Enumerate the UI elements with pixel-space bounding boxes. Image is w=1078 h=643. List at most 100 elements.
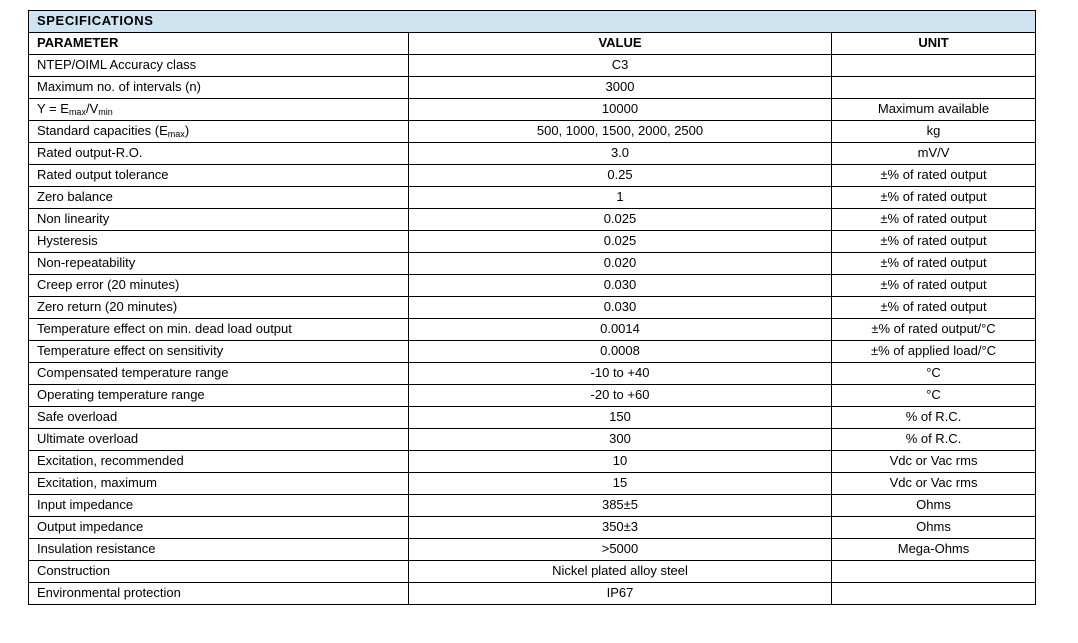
specifications-table: SPECIFICATIONS PARAMETER VALUE UNIT NTEP… [27,10,1037,605]
unit-cell: ±% of rated output [830,274,1037,297]
parameter-cell: Non-repeatability [28,252,409,275]
unit-cell: Vdc or Vac rms [830,472,1037,495]
value-cell: 3.0 [408,142,832,165]
unit-cell: ±% of rated output [830,164,1037,187]
value-cell: 150 [408,406,832,429]
value-cell: 1 [408,186,832,209]
unit-cell: ±% of rated output [830,208,1037,231]
table-row: Standard capacities (Emax) 500, 1000, 150… [28,120,1037,143]
unit-cell: ±% of rated output [830,252,1037,275]
unit-cell: ±% of applied load/°C [830,340,1037,363]
table-head: SPECIFICATIONS PARAMETER VALUE UNIT [27,10,1037,55]
value-cell: 3000 [408,76,832,99]
table-row: NTEP/OIML Accuracy class C3 [28,54,1037,77]
parameter-cell: Zero return (20 minutes) [28,296,409,319]
parameter-cell: Excitation, maximum [28,472,409,495]
value-cell: 15 [408,472,832,495]
table-row: Environmental protection IP67 [28,582,1037,605]
value-cell: 0.0008 [408,340,832,363]
table-title: SPECIFICATIONS [27,10,1037,33]
unit-cell: Mega-Ohms [830,538,1037,561]
parameter-cell: Y = Emax/Vmin [28,98,409,121]
value-cell: 0.030 [408,296,832,319]
parameter-cell: Ultimate overload [28,428,409,451]
unit-cell [830,582,1037,605]
table-row: Maximum no. of intervals (n) 3000 [28,76,1037,99]
table-row: Construction Nickel plated alloy steel [28,560,1037,583]
table-row: Insulation resistance >5000 Mega-Ohms [28,538,1037,561]
column-header-value: VALUE [408,32,832,55]
value-cell: 0.25 [408,164,832,187]
parameter-cell: Excitation, recommended [28,450,409,473]
value-cell: 385±5 [408,494,832,517]
table-row: Excitation, maximum 15 Vdc or Vac rms [28,472,1037,495]
value-cell: 0.030 [408,274,832,297]
unit-cell: Maximum available [830,98,1037,121]
value-cell: 500, 1000, 1500, 2000, 2500 [408,120,832,143]
value-cell: 0.025 [408,230,832,253]
table-row: Excitation, recommended 10 Vdc or Vac rms [28,450,1037,473]
parameter-cell: Rated output-R.O. [28,142,409,165]
parameter-cell: Output impedance [28,516,409,539]
table-row: Output impedance 350±3 Ohms [28,516,1037,539]
unit-cell [830,76,1037,99]
value-cell: Nickel plated alloy steel [408,560,832,583]
unit-cell: Vdc or Vac rms [830,450,1037,473]
parameter-cell: Compensated temperature range [28,362,409,385]
table-row: Non linearity 0.025 ±% of rated output [28,208,1037,231]
table-row: Zero return (20 minutes) 0.030 ±% of rated… [28,296,1037,319]
unit-cell [830,54,1037,77]
unit-cell: Ohms [830,516,1037,539]
unit-cell: °C [830,384,1037,407]
value-cell: 350±3 [408,516,832,539]
parameter-cell: NTEP/OIML Accuracy class [28,54,409,77]
value-cell: 300 [408,428,832,451]
table-row: Ultimate overload 300% of R.C. [28,428,1037,451]
parameter-cell: Insulation resistance [28,538,409,561]
table-row: Creep error (20 minutes) 0.030 ±% of rated… [28,274,1037,297]
table-row: Rated output tolerance 0.25 ±% of rated ou… [28,164,1037,187]
column-header-row: PARAMETER VALUE UNIT [28,32,1037,55]
value-cell: IP67 [408,582,832,605]
unit-cell: ±% of rated output/°C [830,318,1037,341]
column-header-unit: UNIT [830,32,1037,55]
table-row: Temperature effect on sensitivity 0.0008 ±… [28,340,1037,363]
value-cell: 10 [408,450,832,473]
unit-cell: ±% of rated output [830,296,1037,319]
value-cell: -10 to +40 [408,362,832,385]
parameter-cell: Standard capacities (Emax) [28,120,409,143]
unit-cell: ±% of rated output [830,230,1037,253]
title-row: SPECIFICATIONS [27,10,1037,33]
unit-cell [830,560,1037,583]
parameter-cell: Temperature effect on sensitivity [28,340,409,363]
parameter-cell: Temperature effect on min. dead load out… [28,318,409,341]
value-cell: -20 to +60 [408,384,832,407]
spec-table-body: NTEP/OIML Accuracy class C3 Maximum no. of… [28,54,1037,605]
parameter-cell: Maximum no. of intervals (n) [28,76,409,99]
value-cell: 0.020 [408,252,832,275]
unit-cell: % of R.C. [830,406,1037,429]
unit-cell: °C [830,362,1037,385]
parameter-cell: Zero balance [28,186,409,209]
table-row: Operating temperature range -20 to +60 °C [28,384,1037,407]
table-row: Rated output-R.O. 3.0 mV/V [28,142,1037,165]
value-cell: C3 [408,54,832,77]
table-row: Input impedance 385±5 Ohms [28,494,1037,517]
parameter-cell: Operating temperature range [28,384,409,407]
column-header-parameter: PARAMETER [28,32,409,55]
table-row: Temperature effect on min. dead load out… [28,318,1037,341]
parameter-cell: Hysteresis [28,230,409,253]
parameter-cell: Construction [28,560,409,583]
table-row: Hysteresis 0.025 ±% of rated output [28,230,1037,253]
parameter-cell: Input impedance [28,494,409,517]
table-row: Safe overload 150% of R.C. [28,406,1037,429]
parameter-cell: Non linearity [28,208,409,231]
parameter-cell: Environmental protection [28,582,409,605]
value-cell: 0.025 [408,208,832,231]
parameter-cell: Safe overload [28,406,409,429]
unit-cell: mV/V [830,142,1037,165]
table-row: Y = Emax/Vmin 10000 Maximum available [28,98,1037,121]
value-cell: 10000 [408,98,832,121]
unit-cell: ±% of rated output [830,186,1037,209]
unit-cell: Ohms [830,494,1037,517]
